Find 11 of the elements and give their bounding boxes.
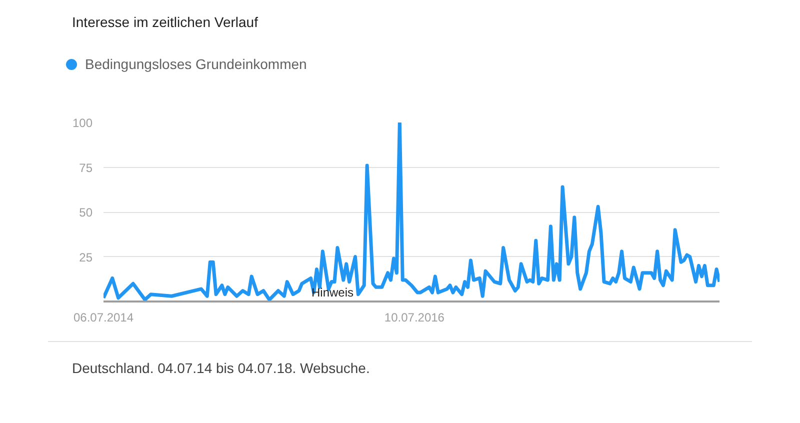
y-tick-label: 75 bbox=[79, 160, 93, 175]
chart-title: Interesse im zeitlichen Verlauf bbox=[72, 13, 258, 32]
text: Deutschland. 04.07.14 bis 04.07.18. Websuche. bbox=[72, 359, 370, 378]
line-series bbox=[104, 122, 720, 302]
y-tick-label: 25 bbox=[79, 250, 93, 264]
x-tick-label: 10.07.2016 bbox=[384, 310, 445, 324]
x-tick-label: 06.07.2014 bbox=[73, 310, 134, 324]
y-tick-label: 50 bbox=[79, 206, 93, 220]
y-tick-label: 100 bbox=[72, 116, 93, 130]
legend-label: Bedingungsloses Grundeinkommen bbox=[85, 55, 307, 74]
annotation: Hinweis bbox=[311, 286, 354, 300]
